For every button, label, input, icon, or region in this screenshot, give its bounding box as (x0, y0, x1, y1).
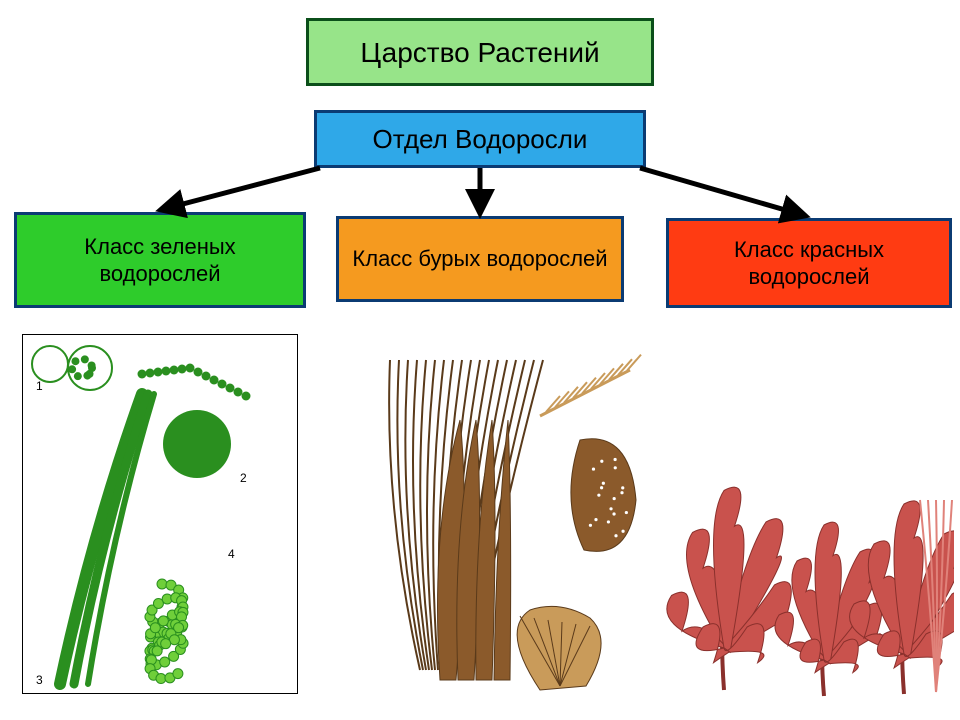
kingdom-label: Царство Растений (360, 35, 599, 70)
class-brown-label: Класс бурых водорослей (352, 245, 607, 273)
red-algae-illustration (654, 400, 954, 704)
class-brown-box: Класс бурых водорослей (336, 216, 624, 302)
brown-algae-illustration (330, 330, 642, 700)
class-red-box: Класс красных водорослей (666, 218, 952, 308)
class-green-label: Класс зеленых водорослей (27, 233, 293, 288)
class-green-box: Класс зеленых водорослей (14, 212, 306, 308)
svg-text:3: 3 (36, 673, 43, 687)
svg-text:2: 2 (240, 471, 247, 485)
division-label: Отдел Водоросли (373, 123, 588, 156)
green-algae-illustration: 1 2 3 4 (22, 334, 298, 694)
division-box: Отдел Водоросли (314, 110, 646, 168)
svg-text:1: 1 (36, 379, 43, 393)
class-red-label: Класс красных водорослей (679, 236, 939, 291)
svg-text:4: 4 (228, 547, 235, 561)
kingdom-box: Царство Растений (306, 18, 654, 86)
